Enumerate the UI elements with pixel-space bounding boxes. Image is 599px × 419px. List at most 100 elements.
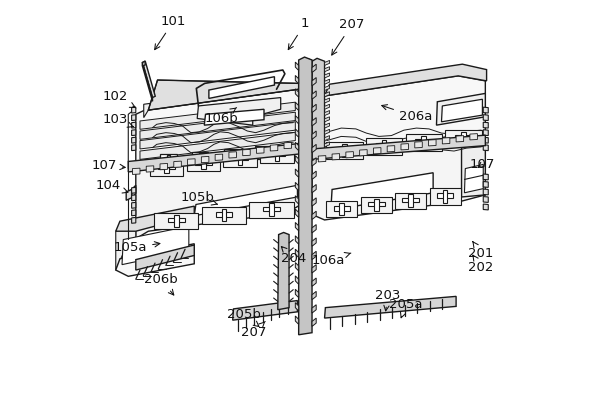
Polygon shape [325,142,329,147]
Polygon shape [197,98,281,125]
Polygon shape [415,142,422,148]
Text: 202: 202 [468,255,494,274]
Polygon shape [249,202,294,218]
Polygon shape [382,140,386,153]
Polygon shape [456,136,464,142]
Polygon shape [154,213,198,229]
Polygon shape [295,129,299,137]
Polygon shape [284,142,292,149]
Text: 203: 203 [376,289,401,311]
Polygon shape [223,151,257,167]
Polygon shape [132,202,136,208]
Polygon shape [462,143,485,197]
Polygon shape [483,197,488,202]
Polygon shape [216,212,232,217]
Polygon shape [140,122,295,149]
Text: 1: 1 [288,17,309,49]
Polygon shape [143,62,153,101]
Polygon shape [483,145,488,150]
Text: 206b: 206b [144,273,178,295]
Polygon shape [308,71,312,76]
Polygon shape [295,89,299,97]
Polygon shape [232,300,298,320]
Polygon shape [199,153,202,163]
Polygon shape [308,140,312,145]
Polygon shape [325,92,329,97]
Polygon shape [223,149,240,161]
Polygon shape [483,107,488,113]
Polygon shape [312,58,325,152]
Polygon shape [376,143,392,148]
Polygon shape [373,147,381,154]
Polygon shape [312,171,316,179]
Polygon shape [132,195,136,201]
Polygon shape [136,245,194,270]
Polygon shape [312,158,316,166]
Polygon shape [312,135,485,220]
Polygon shape [146,166,154,172]
Polygon shape [143,61,155,98]
Polygon shape [461,132,465,144]
Polygon shape [312,198,316,206]
Polygon shape [275,148,279,161]
Polygon shape [325,117,329,122]
Polygon shape [325,136,329,141]
Polygon shape [238,153,243,165]
Polygon shape [174,215,179,227]
Polygon shape [401,144,409,150]
Polygon shape [483,130,488,136]
Polygon shape [136,149,300,239]
Polygon shape [132,187,136,193]
Polygon shape [312,184,316,193]
Polygon shape [231,150,234,160]
Polygon shape [149,80,299,110]
Polygon shape [295,196,299,204]
Polygon shape [318,155,326,162]
Polygon shape [359,150,367,156]
Polygon shape [140,112,295,140]
Polygon shape [325,129,329,134]
Polygon shape [483,174,488,180]
Polygon shape [325,79,329,84]
Polygon shape [312,76,485,160]
Polygon shape [260,147,294,163]
Polygon shape [308,121,312,126]
Polygon shape [295,75,299,84]
Polygon shape [278,233,289,310]
Text: 107: 107 [92,159,125,172]
Polygon shape [483,122,488,128]
Text: 201: 201 [468,242,494,260]
Polygon shape [483,181,488,187]
Polygon shape [295,222,299,231]
Polygon shape [326,201,358,217]
Polygon shape [116,206,194,231]
Polygon shape [299,57,312,335]
Text: 103: 103 [102,113,133,127]
Polygon shape [132,137,136,143]
Polygon shape [143,61,145,66]
Polygon shape [150,159,183,176]
Polygon shape [116,224,136,270]
Polygon shape [193,156,208,159]
Polygon shape [158,164,175,169]
Polygon shape [325,67,329,72]
Polygon shape [132,145,136,150]
Polygon shape [295,155,299,164]
Polygon shape [361,197,392,213]
Text: 106b: 106b [204,108,238,125]
Polygon shape [132,130,136,136]
Polygon shape [132,210,136,216]
Polygon shape [160,154,177,167]
Polygon shape [167,155,170,166]
Polygon shape [308,109,312,114]
Text: 105a: 105a [114,241,160,254]
Polygon shape [308,77,312,82]
Polygon shape [295,62,299,70]
Polygon shape [416,139,432,144]
Polygon shape [160,163,168,170]
Polygon shape [140,102,295,129]
Polygon shape [455,135,471,140]
Polygon shape [374,199,379,211]
Polygon shape [325,296,456,318]
Polygon shape [312,104,316,113]
